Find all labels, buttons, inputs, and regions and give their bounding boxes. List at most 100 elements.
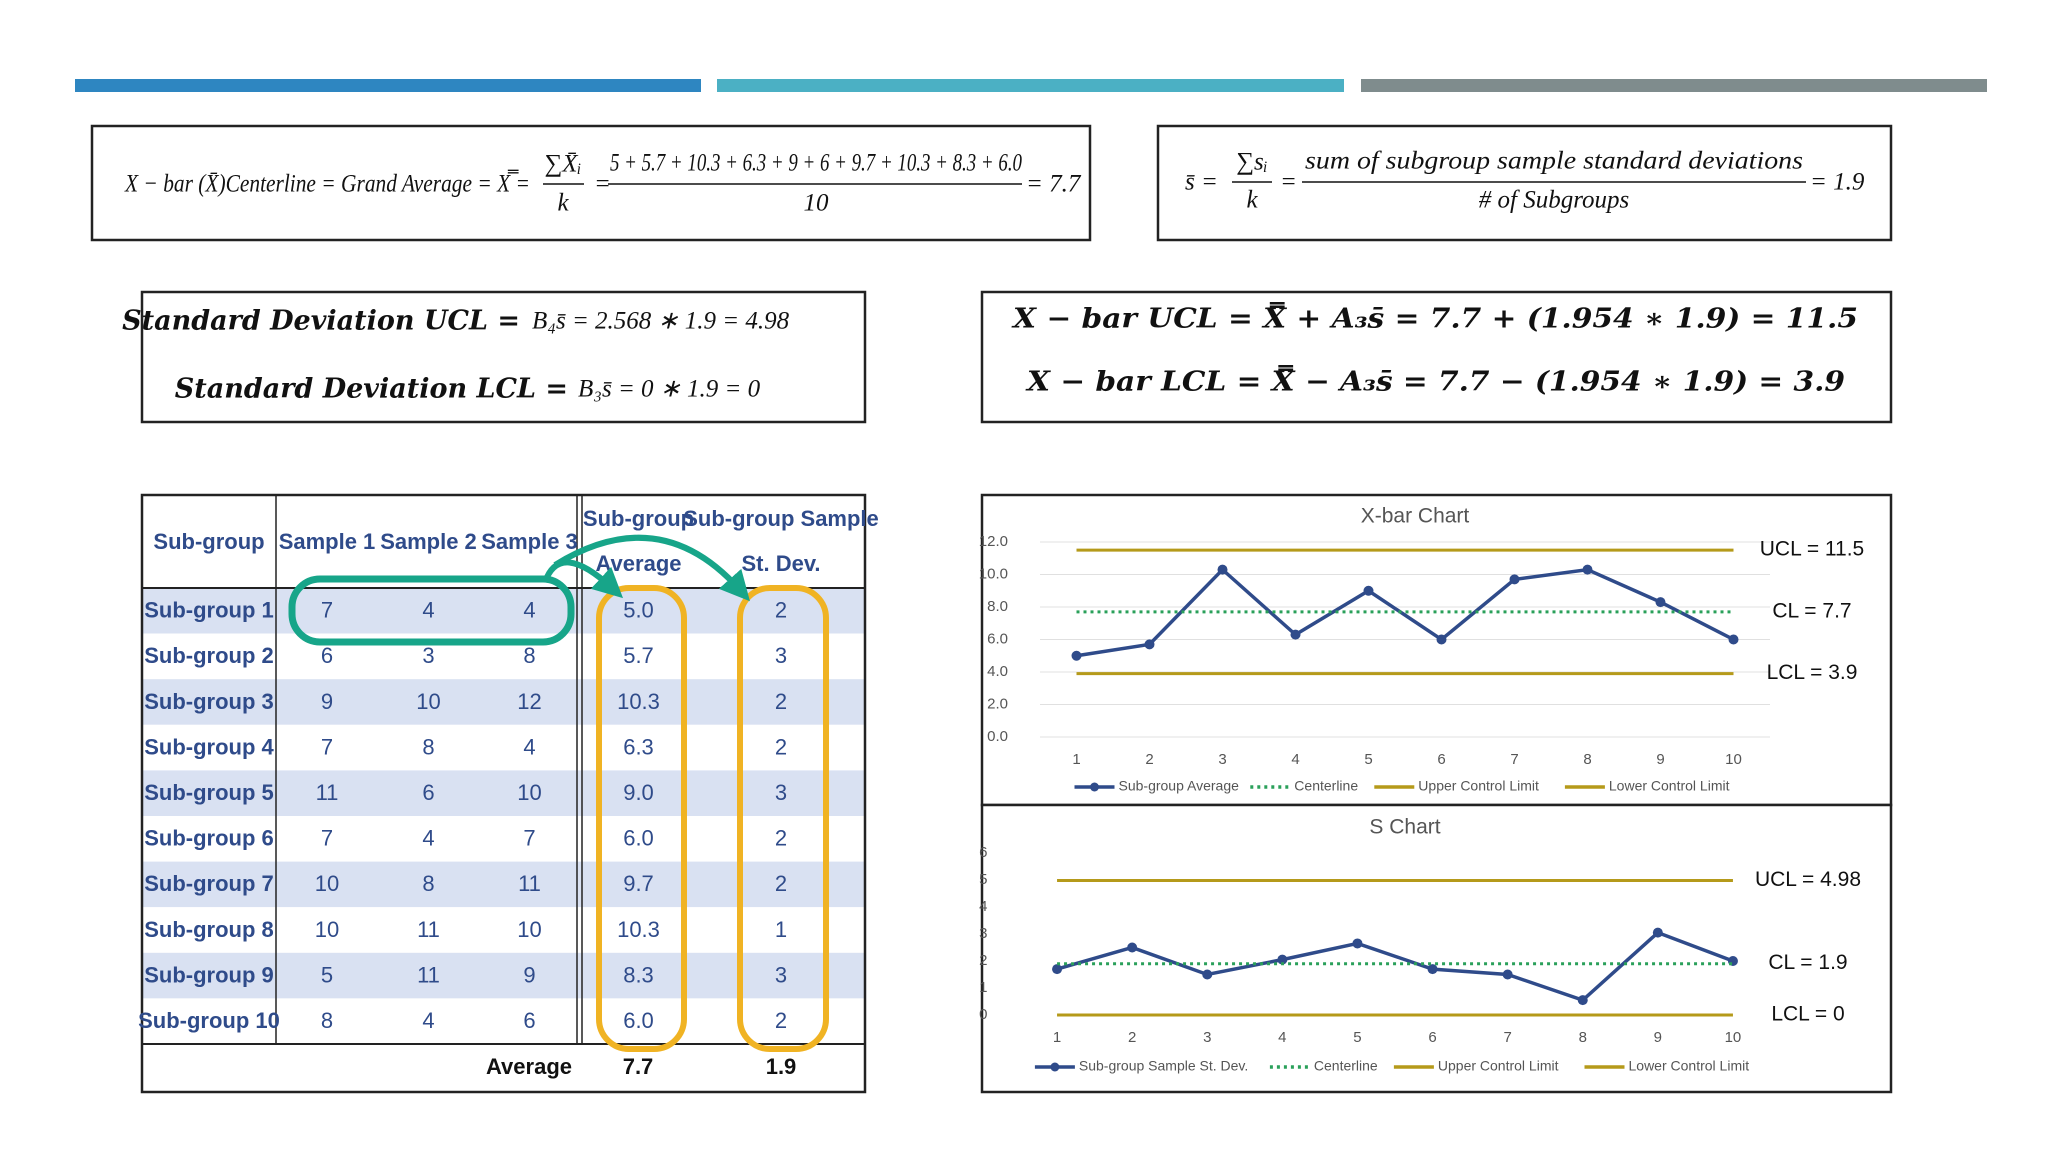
formula-box [1156,124,1893,242]
y-tick-label: 10.0 [979,565,1008,582]
table-cell: 7 [321,826,333,851]
annotation: UCL = 4.98 [1755,868,1861,891]
row-band [142,679,865,725]
legend-label: Sub-group Sample St. Dev. [1079,1058,1248,1074]
table-cell: 6 [321,643,333,668]
x-tick-label: 9 [1654,1029,1662,1046]
x-tick-label: 9 [1656,751,1664,768]
table-cell: Sub-group 3 [144,689,274,714]
table-cell: 10 [315,917,339,942]
table-cell: Sub-group 9 [144,962,274,987]
table-cell: 1 [775,917,787,942]
table-cell: 6 [422,780,434,805]
table-cell: 8 [321,1008,333,1033]
header-cell: Sample 2 [380,529,477,554]
legend-swatch [1090,782,1099,792]
point [1655,597,1666,608]
accent-bar [75,79,701,92]
x-tick-label: 8 [1583,751,1591,768]
formula-box [140,290,867,424]
table-cell: 2 [775,1008,787,1033]
x-tick-label: 1 [1053,1029,1061,1046]
x-tick-label: 1 [1072,751,1080,768]
table-cell: 10 [517,917,541,942]
formula-text: = 1.9 [1810,169,1865,196]
point [1144,639,1155,650]
formula-text: sum of subgroup sample standard deviatio… [1305,148,1803,175]
header-line: Sub-group Sample [683,506,879,531]
table-cell: 8 [422,871,434,896]
formula-text: ∑sᵢ [1236,149,1268,176]
table-cell: 12 [517,689,541,714]
formula-text: 5 + 5.7 + 10.3 + 6.3 + 9 + 6 + 9.7 + 10.… [610,150,1022,177]
table-border [140,493,867,1094]
legend-label: Upper Control Limit [1418,778,1539,794]
table-cell: 10 [416,689,440,714]
table-cell: 10.3 [617,689,660,714]
header-line: Sub-group [583,506,694,531]
row-band [142,907,865,953]
point [1582,564,1593,575]
y-tick-label: 0.0 [987,728,1008,745]
table-cell: 7 [523,826,535,851]
table-cell: 3 [775,962,787,987]
table-cell: 4 [422,1008,434,1033]
table-cell: 6.0 [623,826,654,851]
table-cell: 11 [417,917,440,942]
table-cell: 9 [321,689,333,714]
x-tick-label: 7 [1503,1029,1511,1046]
y-tick-label: 3 [979,925,987,942]
table-cell: 3 [775,780,787,805]
x-tick-label: 4 [1291,751,1299,768]
formula-text: = 7.7 [1026,171,1082,198]
chart-title: X-bar Chart [1361,505,1470,528]
table-cell: 9.0 [623,780,654,805]
y-tick-label: 6 [979,844,987,861]
row-band [142,952,865,999]
table-cell: 8 [422,734,434,759]
table-cell: Sub-group 8 [144,917,274,942]
point [1436,634,1447,645]
formula-box [980,290,1893,424]
header-cell: Sample 3 [481,529,578,554]
y-tick-label: 1 [979,979,987,996]
point [1052,964,1063,975]
formula-text: X − bar UCL = X̿ + A₃s̄ = 7.7 + (1.954 ∗… [1011,301,1858,335]
arrow [542,559,624,599]
y-tick-label: 8.0 [987,598,1008,615]
point [1202,969,1213,980]
header-line: St. Dev. [741,551,820,576]
formula-text: X − bar (X̄)Centerline = Grand Average =… [124,169,530,198]
header-cell: Sub-group [153,529,264,554]
legend-label: Upper Control Limit [1438,1058,1559,1074]
charts: X-bar Chart 0.0 2.0 4.0 6.0 8.0 10.0 12.0 1 2 3 4 5 6… [979,493,1893,1094]
table-cell: 11 [316,780,339,805]
formula-text: ∑X̄ᵢ [544,151,581,178]
point [1352,938,1363,949]
x-tick-label: 5 [1364,751,1372,768]
legend-label: Centerline [1314,1058,1378,1074]
formula-text: = [1280,169,1297,196]
row-band [142,724,865,771]
point [1363,585,1374,596]
table-cell: 2 [775,826,787,851]
formula-text: # of Subgroups [1479,187,1629,214]
point [1652,927,1663,938]
legend-label: Sub-group Average [1119,778,1240,794]
formula-text: B₄s̄ = 2.568 ∗ 1.9 = 4.98 [532,308,790,335]
point [1728,634,1739,645]
table-cell: 11 [518,871,541,896]
legend-label: Centerline [1294,778,1358,794]
arrow [553,534,750,602]
point [1427,964,1438,975]
table-cell: 5.0 [623,598,654,623]
legend-label: Lower Control Limit [1609,778,1730,794]
formula-text: B₃s̄ = 0 ∗ 1.9 = 0 [578,376,761,403]
formula-text: k [557,190,569,217]
header-cell: Sample 1 [279,529,376,554]
table-cell: 5 [321,962,333,987]
y-tick-label: 2 [979,952,987,969]
x-tick-label: 5 [1353,1029,1361,1046]
